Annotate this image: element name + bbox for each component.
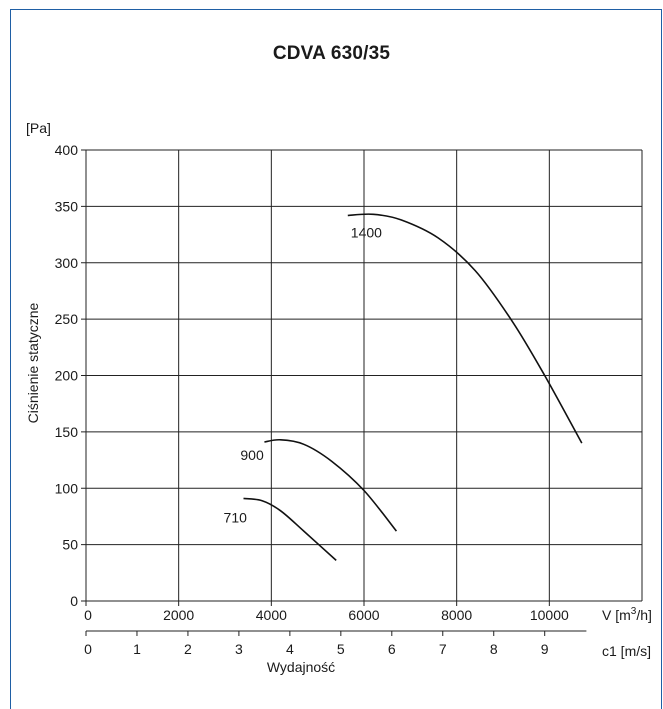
- y-tick-label: 350: [55, 198, 79, 214]
- x-tick-label: 10000: [530, 607, 569, 623]
- axis-labels: [Pa] Ciśnienie statyczne V [m3/h] c1 [m/…: [25, 120, 652, 675]
- x-tick-label: 2000: [163, 607, 194, 623]
- x2-tick-label: 7: [439, 641, 447, 657]
- y-tick-label: 0: [70, 593, 78, 609]
- grid: [81, 149, 643, 636]
- x2-tick-label: 9: [541, 641, 549, 657]
- x-tick-label: 8000: [441, 607, 472, 623]
- y-tick-label: 400: [55, 142, 79, 158]
- x2-tick-label: 3: [235, 641, 243, 657]
- curve-label-710: 710: [224, 509, 248, 525]
- y-tick-label: 50: [62, 537, 78, 553]
- x-tick-label: 4000: [256, 607, 287, 623]
- x-axis-label: Wydajność: [267, 659, 335, 675]
- x2-tick-label: 6: [388, 641, 396, 657]
- x-tick-label: 6000: [348, 607, 379, 623]
- y-tick-label: 150: [55, 424, 79, 440]
- y-tick-label: 300: [55, 255, 79, 271]
- y-tick-label: 250: [55, 311, 79, 327]
- curve-label-1400: 1400: [351, 224, 382, 240]
- y-axis-label: Ciśnienie statyczne: [25, 302, 41, 423]
- y-tick-label: 100: [55, 480, 79, 496]
- curve-label-900: 900: [240, 447, 264, 463]
- x2-tick-label: 1: [133, 641, 141, 657]
- curve-710: [243, 497, 337, 561]
- curves: 1400 900 710: [224, 213, 583, 561]
- chart-frame: [10, 9, 662, 709]
- y-tick-label: 200: [55, 368, 79, 384]
- x2-tick-label: 4: [286, 641, 294, 657]
- x-unit-label: V [m3/h]: [602, 606, 652, 623]
- curve-1400: [347, 213, 583, 444]
- chart-title: CDVA 630/35: [272, 43, 391, 64]
- x2-tick-label: 2: [184, 641, 192, 657]
- x-tick-label: 0: [84, 607, 92, 623]
- y-unit-label: [Pa]: [26, 120, 51, 136]
- x2-tick-label: 0: [84, 641, 92, 657]
- x2-tick-label: 8: [490, 641, 498, 657]
- x2-tick-label: 5: [337, 641, 345, 657]
- x2-unit-label: c1 [m/s]: [602, 643, 651, 659]
- curve-900: [264, 438, 398, 532]
